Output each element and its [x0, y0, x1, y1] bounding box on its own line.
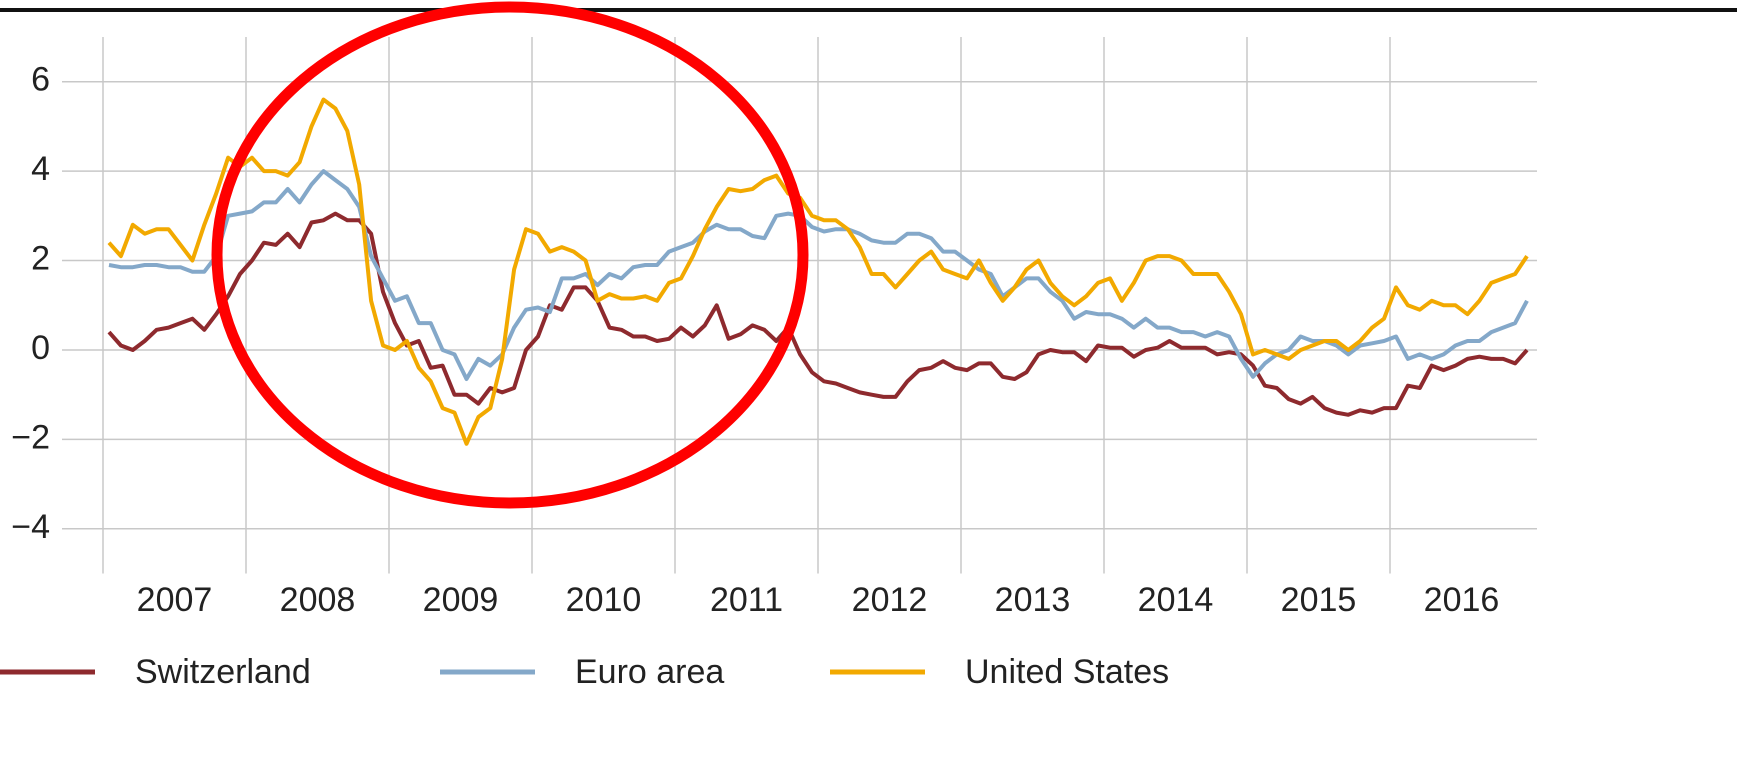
- y-tick-label: 6: [31, 61, 50, 99]
- y-tick-label: −4: [11, 508, 50, 546]
- series-line: [108, 169, 1529, 381]
- legend-label: Switzerland: [135, 653, 311, 691]
- series-line: [107, 211, 1529, 417]
- series-line: [107, 97, 1529, 446]
- x-tick-label: 2013: [995, 581, 1071, 619]
- legend-label: United States: [965, 653, 1169, 691]
- lines: [107, 97, 1529, 446]
- legend-label: Euro area: [575, 653, 724, 691]
- y-tick-label: −2: [11, 418, 50, 456]
- x-tick-label: 2014: [1138, 581, 1214, 619]
- highlight-circle: [211, 1, 809, 509]
- x-tick-label: 2015: [1281, 581, 1357, 619]
- y-tick-label: 0: [31, 329, 50, 367]
- x-tick-label: 2010: [566, 581, 642, 619]
- x-tick-label: 2008: [280, 581, 356, 619]
- x-tick-label: 2009: [423, 581, 499, 619]
- x-tick-label: 2011: [710, 581, 783, 619]
- x-tick-label: 2012: [852, 581, 928, 619]
- y-tick-label: 4: [31, 150, 50, 188]
- x-tick-label: 2016: [1424, 581, 1500, 619]
- labels: −4 −2 0 2 4 6 2007 2008 2009 2010 2011 2012 2013 2014…: [0, 61, 1499, 691]
- y-tick-label: 2: [31, 240, 50, 278]
- x-tick-label: 2007: [137, 581, 213, 619]
